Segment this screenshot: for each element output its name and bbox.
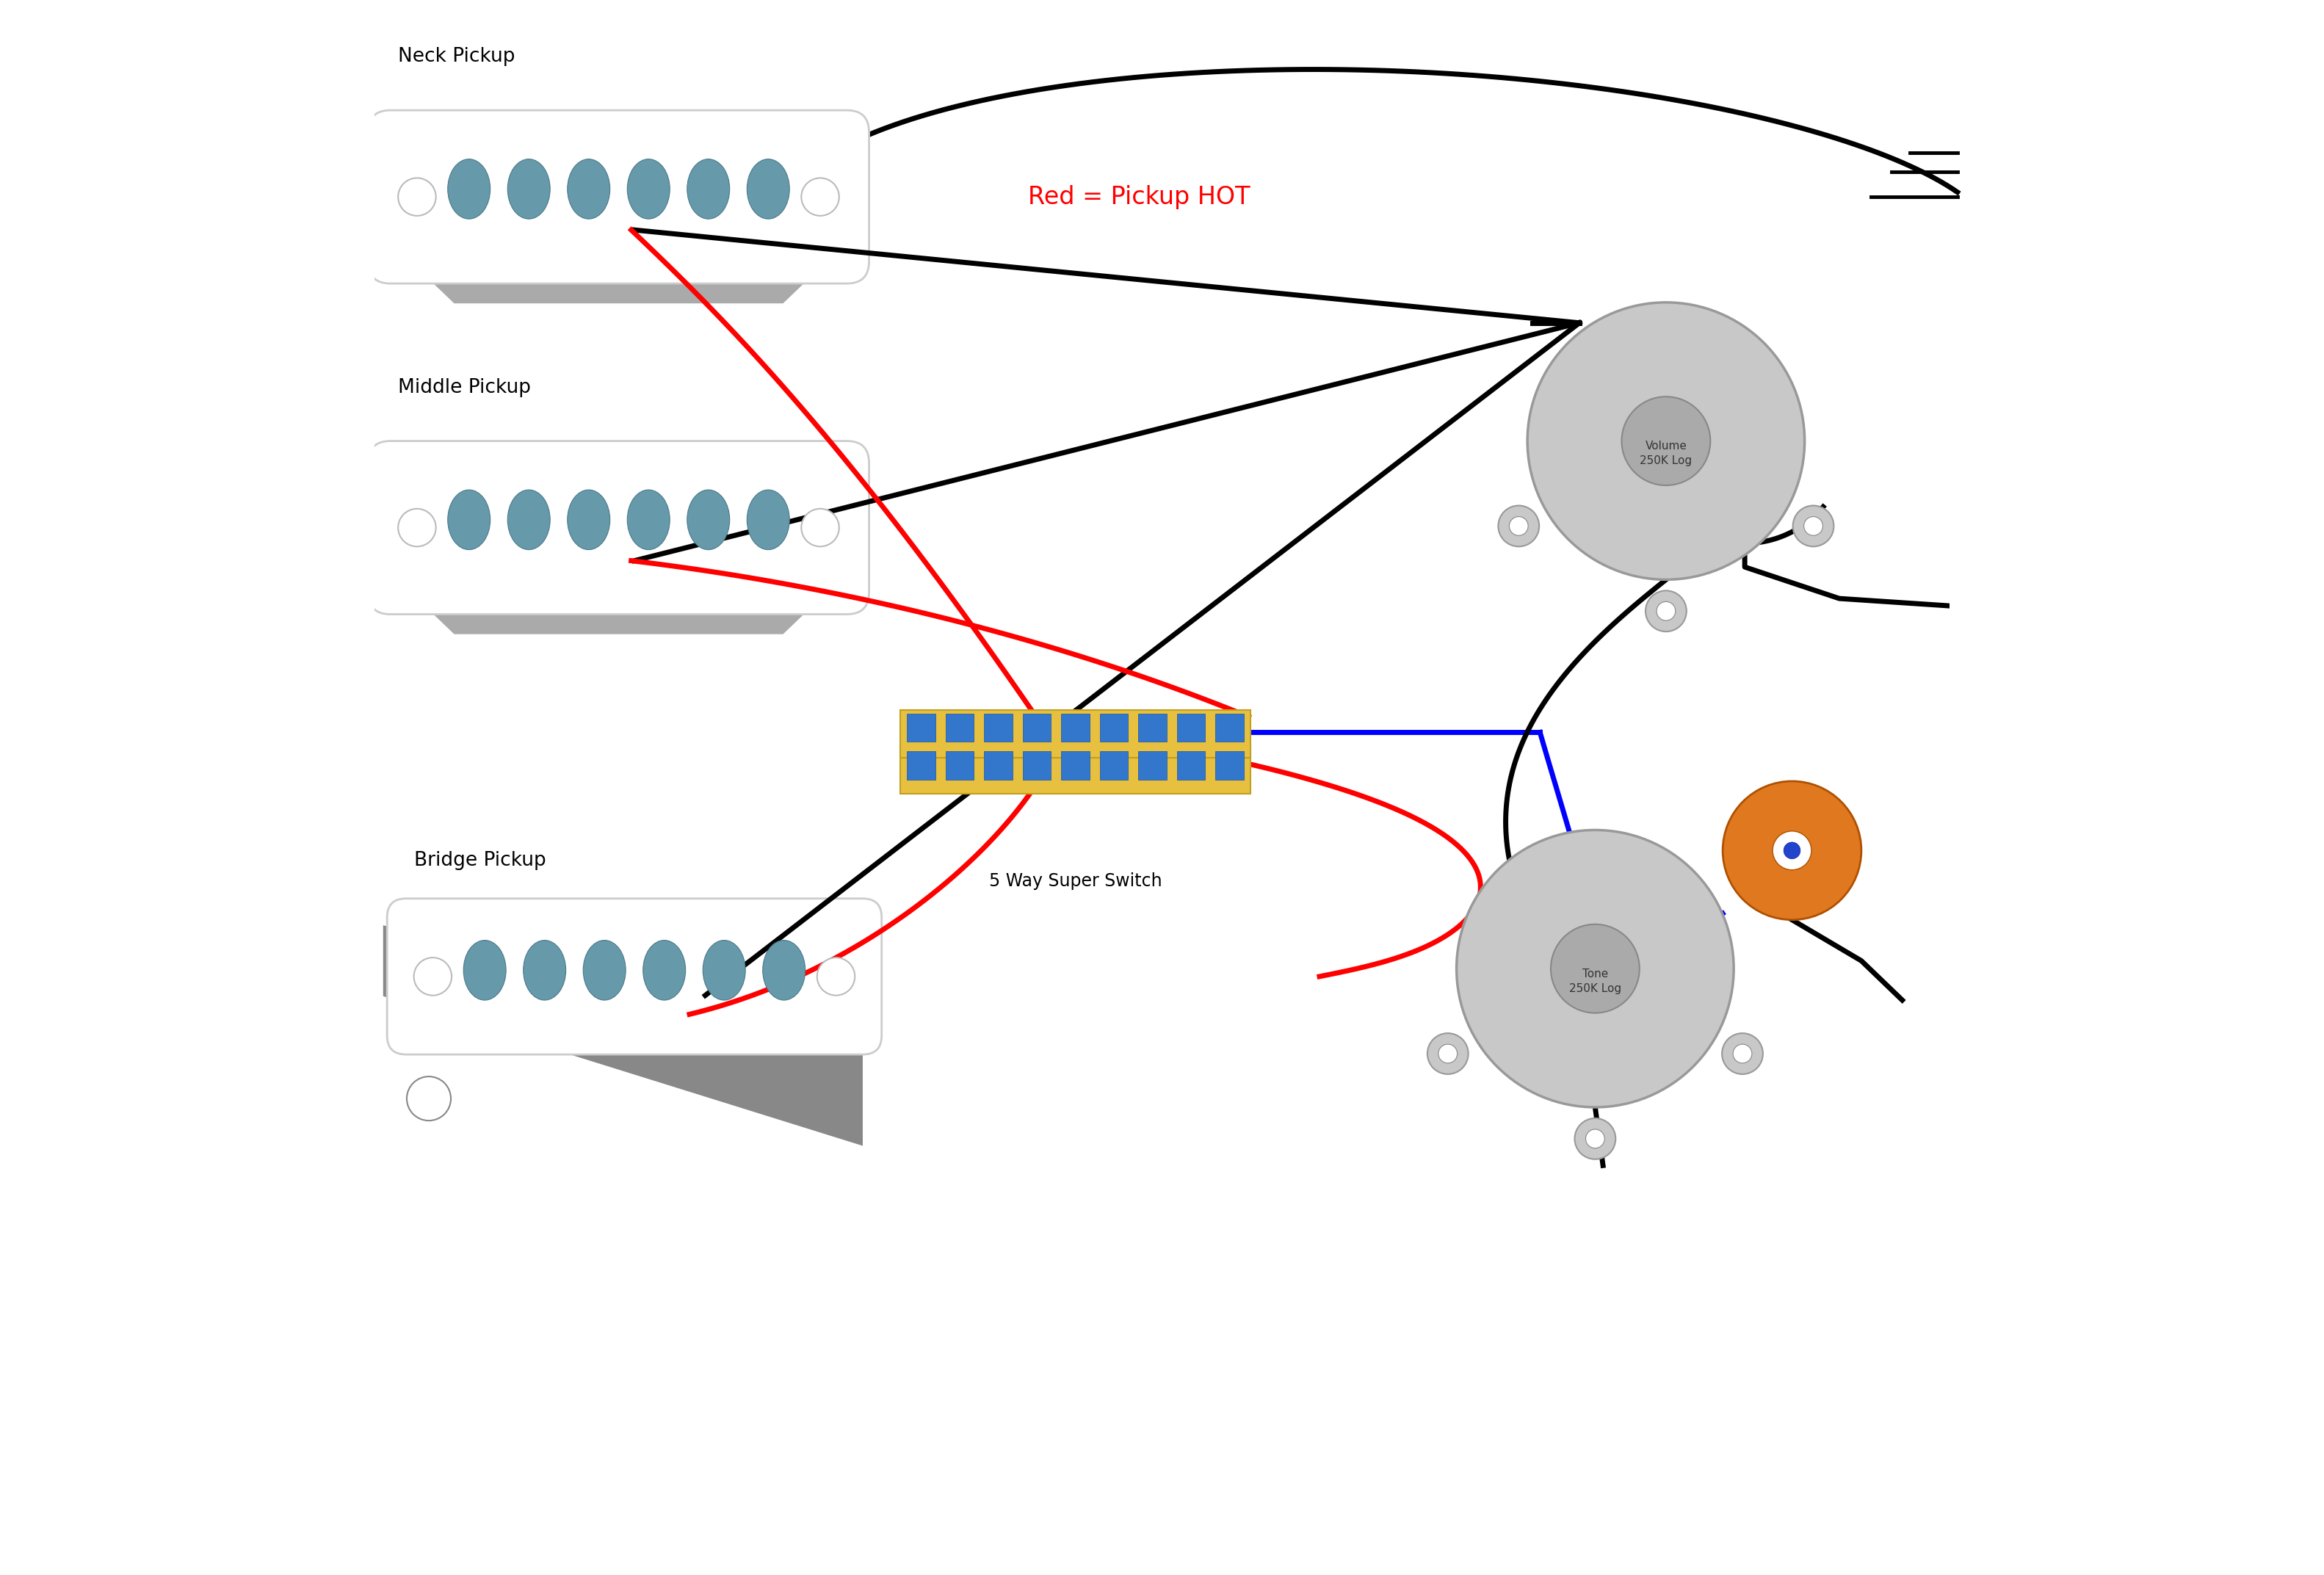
- Circle shape: [1645, 591, 1687, 632]
- Circle shape: [397, 509, 437, 547]
- Circle shape: [1457, 830, 1734, 1107]
- Ellipse shape: [462, 940, 507, 1000]
- Circle shape: [1773, 832, 1810, 869]
- Text: 5 Way Super Switch: 5 Way Super Switch: [990, 873, 1162, 890]
- Bar: [1099, 713, 1127, 742]
- Ellipse shape: [644, 940, 686, 1000]
- Circle shape: [1427, 1033, 1469, 1074]
- Ellipse shape: [523, 940, 565, 1000]
- Circle shape: [1722, 781, 1862, 920]
- Ellipse shape: [449, 159, 490, 219]
- Bar: [946, 713, 974, 742]
- Circle shape: [414, 958, 451, 995]
- Circle shape: [1508, 517, 1529, 536]
- FancyBboxPatch shape: [367, 110, 869, 284]
- Bar: [1099, 751, 1127, 780]
- Ellipse shape: [702, 940, 746, 1000]
- FancyBboxPatch shape: [899, 710, 1250, 758]
- Bar: [1023, 751, 1050, 780]
- Circle shape: [1585, 1129, 1604, 1148]
- Circle shape: [818, 958, 855, 995]
- Bar: [1062, 751, 1090, 780]
- Bar: [983, 751, 1013, 780]
- Bar: [983, 713, 1013, 742]
- FancyBboxPatch shape: [367, 441, 869, 614]
- Circle shape: [397, 178, 437, 216]
- Ellipse shape: [627, 490, 669, 550]
- Circle shape: [1576, 1118, 1615, 1159]
- Polygon shape: [414, 265, 825, 304]
- Circle shape: [1439, 1044, 1457, 1063]
- Circle shape: [1499, 506, 1538, 547]
- Text: Red = Pickup HOT: Red = Pickup HOT: [1027, 184, 1250, 209]
- Bar: [1139, 751, 1167, 780]
- Text: Tone
250K Log: Tone 250K Log: [1569, 969, 1622, 994]
- Ellipse shape: [762, 940, 804, 1000]
- Circle shape: [802, 178, 839, 216]
- Ellipse shape: [567, 490, 609, 550]
- FancyBboxPatch shape: [388, 898, 881, 1055]
- Bar: [906, 713, 934, 742]
- Text: Volume
250K Log: Volume 250K Log: [1641, 441, 1692, 466]
- Circle shape: [1792, 506, 1834, 547]
- Text: Middle Pickup: Middle Pickup: [397, 378, 530, 397]
- Polygon shape: [383, 925, 862, 1147]
- Circle shape: [802, 509, 839, 547]
- Ellipse shape: [627, 159, 669, 219]
- Circle shape: [1785, 843, 1801, 858]
- Circle shape: [1734, 1044, 1752, 1063]
- Ellipse shape: [507, 490, 551, 550]
- Ellipse shape: [688, 490, 730, 550]
- Bar: [1139, 713, 1167, 742]
- Circle shape: [1550, 925, 1638, 1013]
- Circle shape: [407, 958, 451, 1002]
- Ellipse shape: [567, 159, 609, 219]
- Bar: [906, 751, 934, 780]
- Ellipse shape: [583, 940, 625, 1000]
- Ellipse shape: [746, 490, 790, 550]
- Bar: [1215, 713, 1243, 742]
- Circle shape: [407, 1077, 451, 1121]
- Ellipse shape: [507, 159, 551, 219]
- Circle shape: [1527, 302, 1806, 580]
- Circle shape: [1722, 1033, 1764, 1074]
- Bar: [946, 751, 974, 780]
- Ellipse shape: [449, 490, 490, 550]
- Bar: [1176, 713, 1206, 742]
- Circle shape: [1803, 517, 1822, 536]
- Bar: [1176, 751, 1206, 780]
- FancyBboxPatch shape: [899, 747, 1250, 794]
- Circle shape: [1657, 602, 1676, 621]
- Bar: [1023, 713, 1050, 742]
- Polygon shape: [414, 595, 825, 635]
- Ellipse shape: [746, 159, 790, 219]
- Bar: [1062, 713, 1090, 742]
- Circle shape: [1622, 397, 1710, 485]
- Text: Neck Pickup: Neck Pickup: [397, 47, 516, 66]
- Bar: [1215, 751, 1243, 780]
- Ellipse shape: [688, 159, 730, 219]
- Text: Bridge Pickup: Bridge Pickup: [414, 851, 546, 869]
